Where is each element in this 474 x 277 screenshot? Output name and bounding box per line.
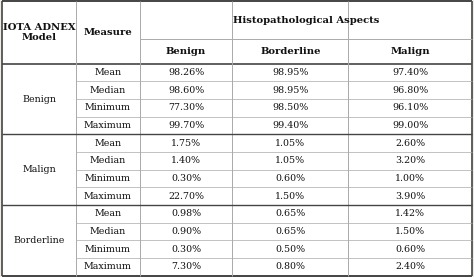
Text: Minimum: Minimum [85, 245, 131, 254]
Text: 98.60%: 98.60% [168, 86, 204, 95]
Text: 96.80%: 96.80% [392, 86, 428, 95]
Text: Malign: Malign [22, 165, 56, 174]
Text: 98.95%: 98.95% [272, 68, 309, 77]
Text: 1.00%: 1.00% [395, 174, 425, 183]
Text: Measure: Measure [83, 28, 132, 37]
Text: 0.80%: 0.80% [275, 262, 305, 271]
Text: Malign: Malign [390, 47, 430, 56]
Text: Median: Median [90, 86, 126, 95]
Text: 77.30%: 77.30% [168, 103, 204, 112]
Text: 96.10%: 96.10% [392, 103, 428, 112]
Text: 1.42%: 1.42% [395, 209, 425, 218]
Text: Minimum: Minimum [85, 174, 131, 183]
Text: 1.05%: 1.05% [275, 139, 305, 148]
Text: 3.90%: 3.90% [395, 192, 425, 201]
Text: 0.65%: 0.65% [275, 227, 305, 236]
Text: 0.60%: 0.60% [275, 174, 305, 183]
Text: 98.95%: 98.95% [272, 86, 309, 95]
Text: 2.40%: 2.40% [395, 262, 425, 271]
Text: 1.50%: 1.50% [275, 192, 305, 201]
Text: 97.40%: 97.40% [392, 68, 428, 77]
Text: 0.50%: 0.50% [275, 245, 305, 254]
Text: 22.70%: 22.70% [168, 192, 204, 201]
Text: Maximum: Maximum [84, 262, 132, 271]
Text: Median: Median [90, 227, 126, 236]
Text: 98.50%: 98.50% [272, 103, 309, 112]
Text: 1.50%: 1.50% [395, 227, 425, 236]
Text: Borderline: Borderline [260, 47, 320, 56]
Text: Mean: Mean [94, 68, 121, 77]
Text: 0.30%: 0.30% [171, 245, 201, 254]
Text: Mean: Mean [94, 209, 121, 218]
Text: 2.60%: 2.60% [395, 139, 425, 148]
Text: 0.65%: 0.65% [275, 209, 305, 218]
Text: 99.00%: 99.00% [392, 121, 428, 130]
Text: 0.90%: 0.90% [171, 227, 201, 236]
Text: 0.98%: 0.98% [171, 209, 201, 218]
Text: Mean: Mean [94, 139, 121, 148]
Text: 99.40%: 99.40% [272, 121, 309, 130]
Text: 0.60%: 0.60% [395, 245, 425, 254]
Text: 1.75%: 1.75% [171, 139, 201, 148]
Text: Median: Median [90, 156, 126, 165]
Text: 1.40%: 1.40% [171, 156, 201, 165]
Text: 99.70%: 99.70% [168, 121, 204, 130]
Text: Benign: Benign [22, 94, 56, 104]
Text: 7.30%: 7.30% [171, 262, 201, 271]
Text: Minimum: Minimum [85, 103, 131, 112]
Text: 1.05%: 1.05% [275, 156, 305, 165]
Text: Benign: Benign [166, 47, 206, 56]
Text: Maximum: Maximum [84, 192, 132, 201]
Text: Borderline: Borderline [13, 236, 65, 245]
Text: 3.20%: 3.20% [395, 156, 425, 165]
Text: 98.26%: 98.26% [168, 68, 204, 77]
Text: Maximum: Maximum [84, 121, 132, 130]
Text: Histopathological Aspects: Histopathological Aspects [233, 16, 379, 25]
Text: IOTA ADNEX
Model: IOTA ADNEX Model [3, 23, 75, 42]
Text: 0.30%: 0.30% [171, 174, 201, 183]
